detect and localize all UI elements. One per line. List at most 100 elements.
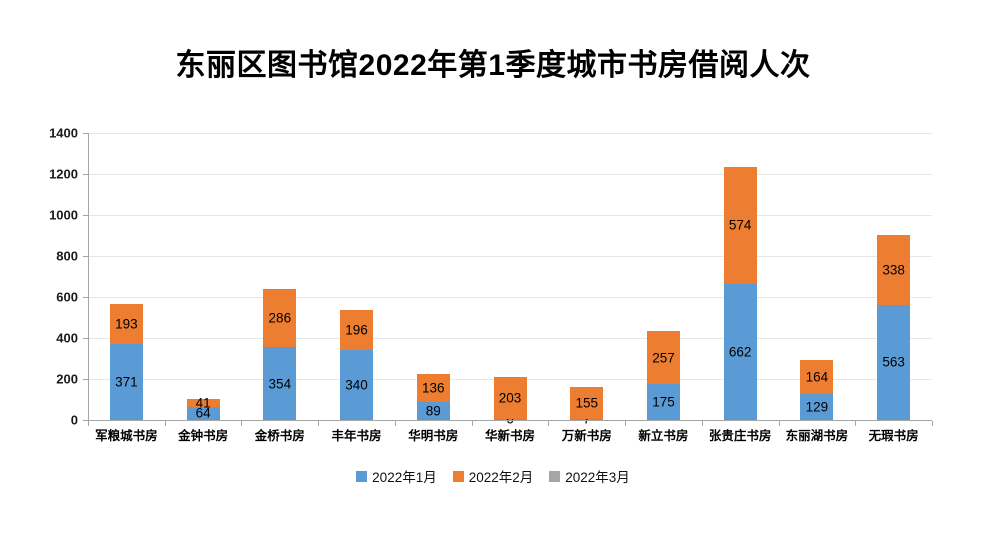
bar-segment	[877, 304, 911, 420]
y-tick-label: 800	[56, 248, 78, 264]
data-label: 164	[805, 369, 829, 385]
y-axis-tick	[83, 133, 88, 134]
bar-segment	[109, 304, 143, 344]
gridline	[88, 173, 932, 175]
bar-column: 354 286	[263, 133, 297, 420]
y-axis-tick	[83, 379, 88, 380]
bar-column: 129 164	[800, 133, 834, 420]
x-category-label: 万新书房	[561, 429, 612, 443]
legend-swatch	[452, 470, 464, 482]
data-label: 257	[652, 350, 675, 366]
bar-column: 371 193	[109, 133, 143, 420]
data-label: 193	[115, 316, 138, 332]
data-label: 155	[575, 395, 598, 411]
data-label: 574	[728, 217, 752, 233]
x-axis-tick	[778, 421, 780, 426]
legend-label: 2022年3月	[565, 470, 630, 485]
legend-item: 2022年3月	[549, 466, 630, 486]
data-label: 64	[195, 405, 211, 421]
legend-swatch	[356, 470, 368, 482]
bar-column: 7155	[570, 133, 604, 427]
y-tick-label: 200	[56, 371, 78, 387]
x-axis-tick	[88, 421, 89, 426]
x-axis-tick	[471, 421, 473, 426]
data-label: 89	[425, 403, 441, 419]
x-axis-tick	[164, 421, 166, 426]
x-category-label: 丰年书房	[331, 429, 382, 443]
x-category-label: 华明书房	[408, 429, 459, 443]
x-axis-tick	[701, 421, 703, 426]
data-label: 203	[498, 390, 522, 406]
legend-swatch	[549, 470, 561, 482]
data-label: 175	[652, 394, 675, 410]
bar-segment	[340, 310, 374, 351]
x-category-label: 军粮城书房	[95, 429, 158, 443]
y-tick-label: 1400	[49, 125, 78, 141]
data-label: 563	[882, 354, 905, 370]
gridline	[88, 214, 932, 216]
bar-segment	[570, 386, 604, 419]
x-category-label: 张贵庄书房	[708, 429, 772, 443]
y-tick-label: 1200	[49, 166, 78, 182]
bar-segment	[263, 347, 297, 420]
bar-segment	[493, 418, 527, 420]
data-label: 136	[422, 380, 445, 396]
bar-segment	[723, 284, 757, 420]
x-axis-tick	[318, 421, 320, 426]
legend-label: 2022年1月	[372, 470, 437, 485]
data-label: 338	[882, 262, 905, 278]
x-axis-tick	[241, 421, 243, 426]
x-category-label: 金桥书房	[254, 429, 305, 443]
y-axis-tick	[83, 297, 88, 298]
data-label: 371	[115, 374, 138, 390]
bar-segment	[877, 235, 911, 305]
x-category-label: 金钟书房	[178, 429, 229, 443]
data-label: 354	[268, 376, 292, 392]
y-tick-label: 0	[70, 412, 78, 428]
x-category-label: 新立书房	[638, 429, 689, 443]
bar-column: 662 574	[723, 133, 757, 420]
bar-segment	[109, 343, 143, 420]
bar-segment	[416, 373, 450, 402]
bar-segment	[646, 331, 680, 385]
gridline	[88, 296, 932, 298]
chart-title: 东丽区图书馆2022年第1季度城市书房借阅人次	[175, 49, 811, 82]
data-label: 662	[728, 344, 752, 360]
bar-column: 64 41	[186, 133, 220, 421]
bar-segment	[723, 166, 757, 285]
bar-segment	[340, 350, 374, 420]
x-axis-tick	[394, 421, 396, 426]
bar-segment	[416, 401, 450, 420]
x-axis-tick	[548, 421, 550, 426]
data-label: 129	[805, 399, 829, 415]
data-label: 196	[345, 322, 368, 338]
x-axis-tick	[932, 421, 933, 426]
bar-segment	[493, 377, 527, 419]
legend: 2022年1月 2022年2月 2022年3月	[0, 466, 986, 486]
plot-area: 3711936441354286340196891366203715517525…	[88, 132, 932, 427]
gridline	[88, 337, 932, 339]
gridline	[88, 255, 932, 257]
bar-column: 175 257	[646, 133, 680, 420]
bar-segment	[646, 384, 680, 420]
bar-column: 563 338	[877, 133, 911, 420]
data-label: 6	[474, 412, 547, 427]
legend-item: 2022年2月	[452, 466, 534, 486]
y-axis-tick	[83, 215, 88, 216]
data-label: 7	[550, 412, 623, 427]
y-axis-line	[88, 133, 89, 420]
y-tick-label: 1000	[49, 207, 78, 223]
y-axis-tick	[83, 256, 88, 257]
x-axis-tick	[855, 421, 857, 426]
legend-item: 2022年1月	[356, 466, 437, 486]
gridline	[88, 132, 932, 134]
bar-segment	[800, 359, 834, 394]
y-axis-tick	[83, 338, 88, 339]
bar-segment	[186, 406, 220, 420]
legend-label: 2022年2月	[468, 470, 534, 485]
bar-segment	[186, 398, 220, 407]
y-tick-label: 400	[56, 330, 78, 346]
x-axis-line	[88, 420, 932, 421]
data-label: 41	[195, 395, 211, 411]
